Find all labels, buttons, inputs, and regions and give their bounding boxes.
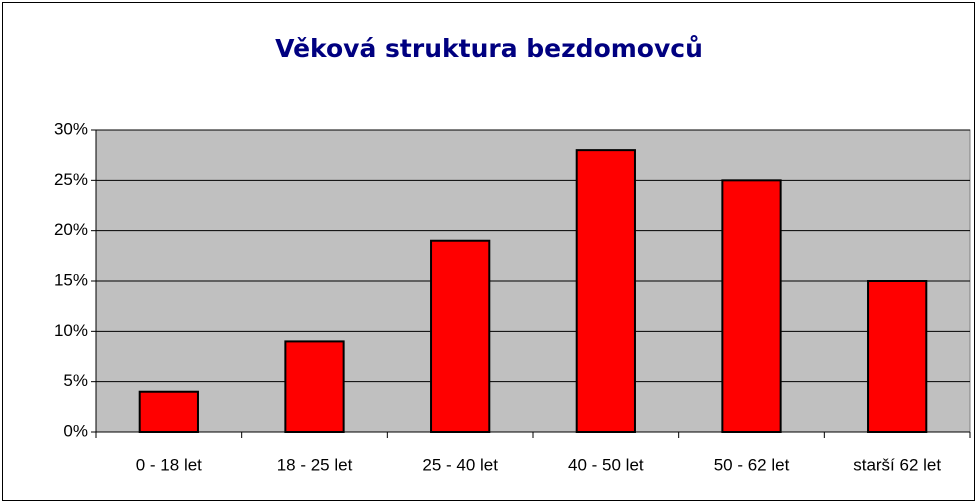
x-tick-label: 25 - 40 let xyxy=(422,455,498,474)
bar xyxy=(867,280,928,433)
x-tick-label: 0 - 18 let xyxy=(136,455,202,474)
x-tick-label: 18 - 25 let xyxy=(277,455,353,474)
x-tick-label: 50 - 62 let xyxy=(714,455,790,474)
bar xyxy=(138,390,199,434)
y-tick-label: 15% xyxy=(54,270,88,289)
y-tick-label: 0% xyxy=(63,421,88,440)
x-tick-label: starší 62 let xyxy=(853,455,941,474)
y-tick-label: 10% xyxy=(54,321,88,340)
bar xyxy=(575,149,636,433)
bar xyxy=(430,239,491,433)
chart-title: Věková struktura bezdomovců xyxy=(275,34,703,63)
x-tick-label: 40 - 50 let xyxy=(568,455,644,474)
y-tick-label: 5% xyxy=(63,371,88,390)
y-tick-label: 20% xyxy=(54,220,88,239)
bar xyxy=(284,340,345,433)
y-tick-label: 25% xyxy=(54,170,88,189)
y-tick-label: 30% xyxy=(54,119,88,138)
bar xyxy=(721,179,782,433)
